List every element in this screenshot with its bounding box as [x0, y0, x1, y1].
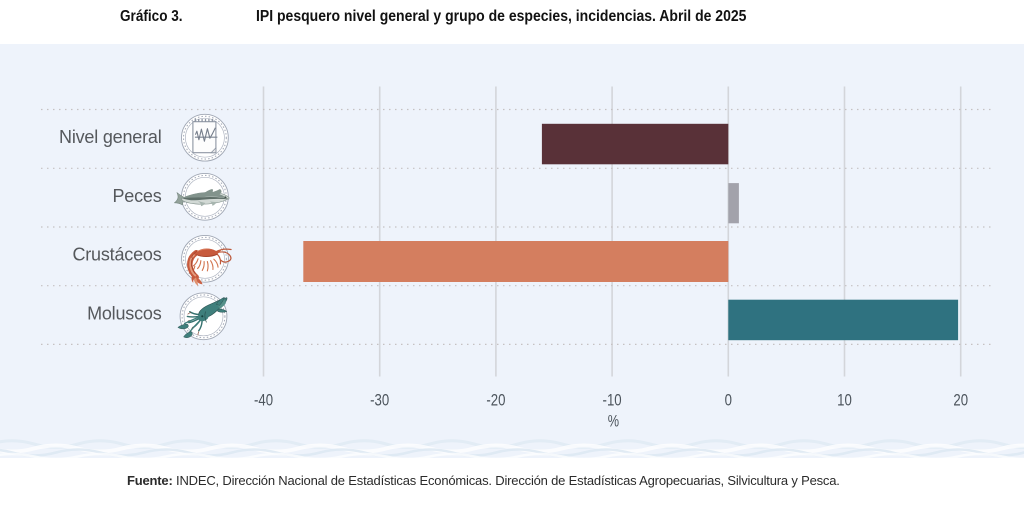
svg-text:-10: -10 [603, 391, 622, 410]
svg-text:Moluscos: Moluscos [87, 303, 162, 323]
svg-text:0: 0 [725, 391, 732, 410]
svg-text:Crustáceos: Crustáceos [72, 245, 161, 265]
svg-text:-30: -30 [370, 391, 389, 410]
svg-text:10: 10 [837, 391, 852, 410]
svg-text:20: 20 [953, 391, 968, 410]
svg-text:-40: -40 [254, 391, 273, 410]
svg-text:Peces: Peces [112, 186, 161, 206]
svg-text:-20: -20 [486, 391, 505, 410]
svg-text:Nivel general: Nivel general [59, 127, 161, 147]
svg-text:%: % [608, 412, 619, 431]
